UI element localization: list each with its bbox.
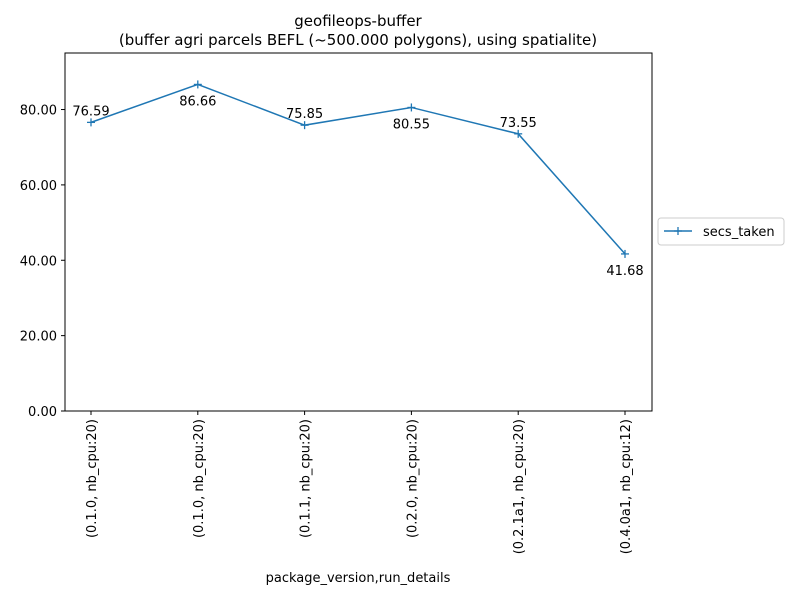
y-tick-label: 80.00 — [20, 104, 57, 119]
chart-subtitle: (buffer agri parcels BEFL (~500.000 poly… — [119, 31, 597, 49]
data-labels: 76.59 86.66 75.85 80.55 73.55 41.68 — [72, 94, 643, 279]
data-point-marker — [621, 249, 629, 258]
legend-label-secs-taken: secs_taken — [703, 225, 775, 240]
y-tick-label: 0.00 — [28, 405, 57, 420]
legend-box — [657, 217, 785, 246]
data-label: 41.68 — [606, 264, 643, 279]
chart-title: geofileops-buffer — [294, 12, 422, 30]
data-label: 76.59 — [72, 104, 109, 119]
x-tick-label: (0.1.0, nb_cpu:20) — [85, 419, 100, 538]
data-label: 80.55 — [393, 117, 430, 132]
x-tick-label: (0.1.1, nb_cpu:20) — [299, 419, 314, 538]
data-point-marker — [193, 80, 202, 89]
series-line-secs-taken — [90, 83, 626, 255]
x-tick-label: (0.1.0, nb_cpu:20) — [192, 419, 207, 538]
x-tick-label: (0.4.0a1, nb_cpu:12) — [619, 419, 634, 554]
y-tick-label: 20.00 — [20, 330, 57, 345]
data-label: 75.85 — [286, 107, 323, 122]
y-tick-label: 40.00 — [20, 254, 57, 269]
x-axis-label: package_version,run_details — [266, 571, 451, 586]
data-point-marker — [300, 121, 309, 130]
x-tick-label: (0.2.0, nb_cpu:20) — [405, 419, 420, 538]
series-markers — [87, 80, 629, 258]
legend: secs_taken — [657, 217, 785, 246]
data-point-marker — [87, 118, 95, 127]
data-label: 73.55 — [500, 116, 537, 131]
x-tick-label: (0.2.1a1, nb_cpu:20) — [512, 419, 527, 554]
x-axis-ticks: (0.1.0, nb_cpu:20) (0.1.0, nb_cpu:20) (0.1… — [85, 411, 634, 554]
y-tick-label: 60.00 — [20, 179, 57, 194]
data-point-marker — [514, 129, 523, 138]
data-point-marker — [407, 103, 416, 112]
y-axis-ticks: 0.00 20.00 40.00 60.00 80.00 — [20, 104, 65, 420]
data-label: 86.66 — [179, 94, 216, 109]
plot-frame — [64, 52, 653, 412]
